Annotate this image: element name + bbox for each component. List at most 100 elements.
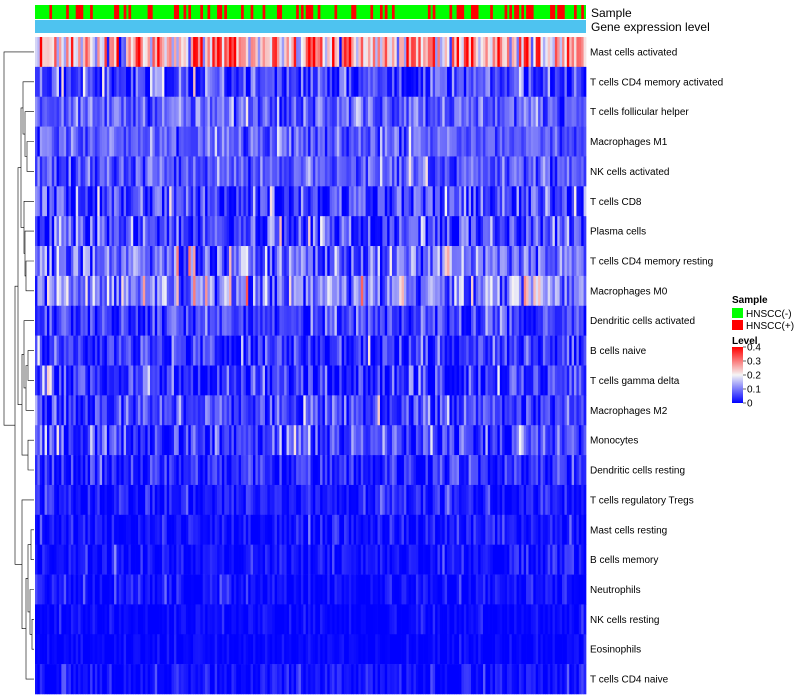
heatmap-cell: [403, 186, 407, 217]
heatmap-cell: [58, 305, 62, 336]
heatmap-cell: [351, 544, 354, 575]
heatmap-cell: [159, 126, 163, 157]
heatmap-cell: [138, 156, 141, 187]
heatmap-cell: [303, 37, 307, 68]
heatmap-cell: [324, 37, 328, 68]
heatmap-cell: [44, 365, 48, 396]
heatmap-cell: [145, 604, 148, 635]
heatmap-cell: [63, 126, 67, 157]
heatmap-cell: [106, 455, 110, 486]
heatmap-cell: [415, 335, 419, 366]
heatmap-cell: [494, 216, 498, 247]
heatmap-cell: [303, 126, 307, 157]
heatmap-cell: [466, 365, 469, 396]
heatmap-cell: [118, 634, 122, 665]
sample-cell-positive: [353, 5, 357, 19]
heatmap-cell: [490, 604, 493, 635]
heatmap-cell: [521, 425, 525, 456]
heatmap-cell: [212, 425, 216, 456]
heatmap-cell: [545, 455, 549, 486]
heatmap-cell: [298, 275, 302, 307]
heatmap-cell: [260, 365, 263, 396]
heatmap-cell: [114, 335, 117, 366]
heatmap-cell: [511, 96, 515, 127]
heatmap-cell: [269, 246, 273, 277]
dendrogram-branch: [23, 201, 34, 254]
heatmap-cell: [511, 574, 515, 605]
heatmap-cell: [121, 395, 124, 426]
heatmap-cell: [451, 604, 455, 635]
heatmap-cell: [456, 186, 460, 217]
heatmap-cell: [468, 604, 472, 635]
heatmap-cell: [485, 514, 489, 545]
sample-cell-positive: [526, 5, 529, 19]
heatmap-cell: [135, 574, 139, 605]
heatmap-cell: [308, 96, 311, 127]
heatmap-cell: [188, 66, 192, 98]
sample-cell-positive: [123, 5, 127, 19]
heatmap-cell: [312, 335, 316, 366]
dendrogram-branch: [24, 230, 34, 277]
heatmap-cell: [226, 574, 230, 605]
heatmap-cell: [171, 246, 175, 277]
heatmap-cell: [164, 634, 168, 665]
heatmap-cell: [475, 574, 479, 605]
heatmap-cell: [161, 275, 165, 307]
heatmap-cell: [389, 514, 393, 545]
heatmap-cell: [138, 246, 141, 277]
heatmap-cell: [415, 484, 419, 516]
heatmap-cell: [312, 574, 316, 605]
heatmap-cell: [138, 37, 141, 68]
heatmap-cell: [169, 664, 172, 695]
heatmap-cell: [550, 455, 553, 486]
heatmap-cell: [149, 365, 153, 396]
heatmap-cell: [399, 186, 402, 217]
heatmap-cell: [114, 514, 117, 545]
heatmap-cell: [506, 484, 510, 516]
heatmap-cell: [427, 305, 431, 336]
heatmap-cell: [430, 37, 434, 68]
heatmap-cell: [545, 634, 549, 665]
heatmap-cell: [226, 604, 230, 635]
heatmap-cell: [248, 604, 251, 635]
heatmap-cell: [344, 455, 347, 486]
heatmap-cell: [530, 544, 534, 575]
heatmap-cell: [451, 305, 455, 336]
heatmap-cell: [358, 216, 362, 247]
heatmap-cell: [451, 156, 455, 187]
heatmap-cell: [58, 425, 62, 456]
heatmap-cell: [346, 425, 350, 456]
heatmap-cell: [126, 96, 129, 127]
heatmap-cell: [195, 514, 199, 545]
heatmap-cell: [545, 335, 549, 366]
heatmap-cell: [334, 66, 338, 98]
heatmap-cell: [37, 425, 41, 456]
heatmap-cell: [126, 365, 129, 396]
heatmap-cell: [437, 425, 441, 456]
heatmap-cell: [482, 365, 486, 396]
heatmap-cell: [233, 395, 237, 426]
heatmap-cell: [581, 246, 584, 277]
heatmap-cell: [480, 186, 484, 217]
heatmap-cell: [322, 425, 326, 456]
heatmap-cell: [399, 305, 402, 336]
heatmap-cell: [463, 574, 467, 605]
heatmap-cell: [451, 395, 455, 426]
heatmap-cell: [272, 544, 275, 575]
heatmap-cell: [518, 216, 522, 247]
heatmap-cell: [214, 335, 218, 366]
heatmap-cell: [528, 275, 532, 307]
heatmap-cell: [202, 156, 206, 187]
heatmap-cell: [159, 514, 163, 545]
heatmap-cell: [332, 365, 335, 396]
heatmap-cell: [178, 604, 182, 635]
heatmap-cell: [248, 395, 251, 426]
heatmap-cell: [106, 335, 110, 366]
heatmap-cell: [42, 395, 45, 426]
heatmap-cell: [87, 156, 91, 187]
heatmap-cell: [133, 275, 136, 307]
heatmap-cell: [130, 305, 134, 336]
heatmap-cell: [224, 514, 228, 545]
heatmap-cell: [111, 425, 115, 456]
heatmap-cell: [468, 96, 472, 127]
